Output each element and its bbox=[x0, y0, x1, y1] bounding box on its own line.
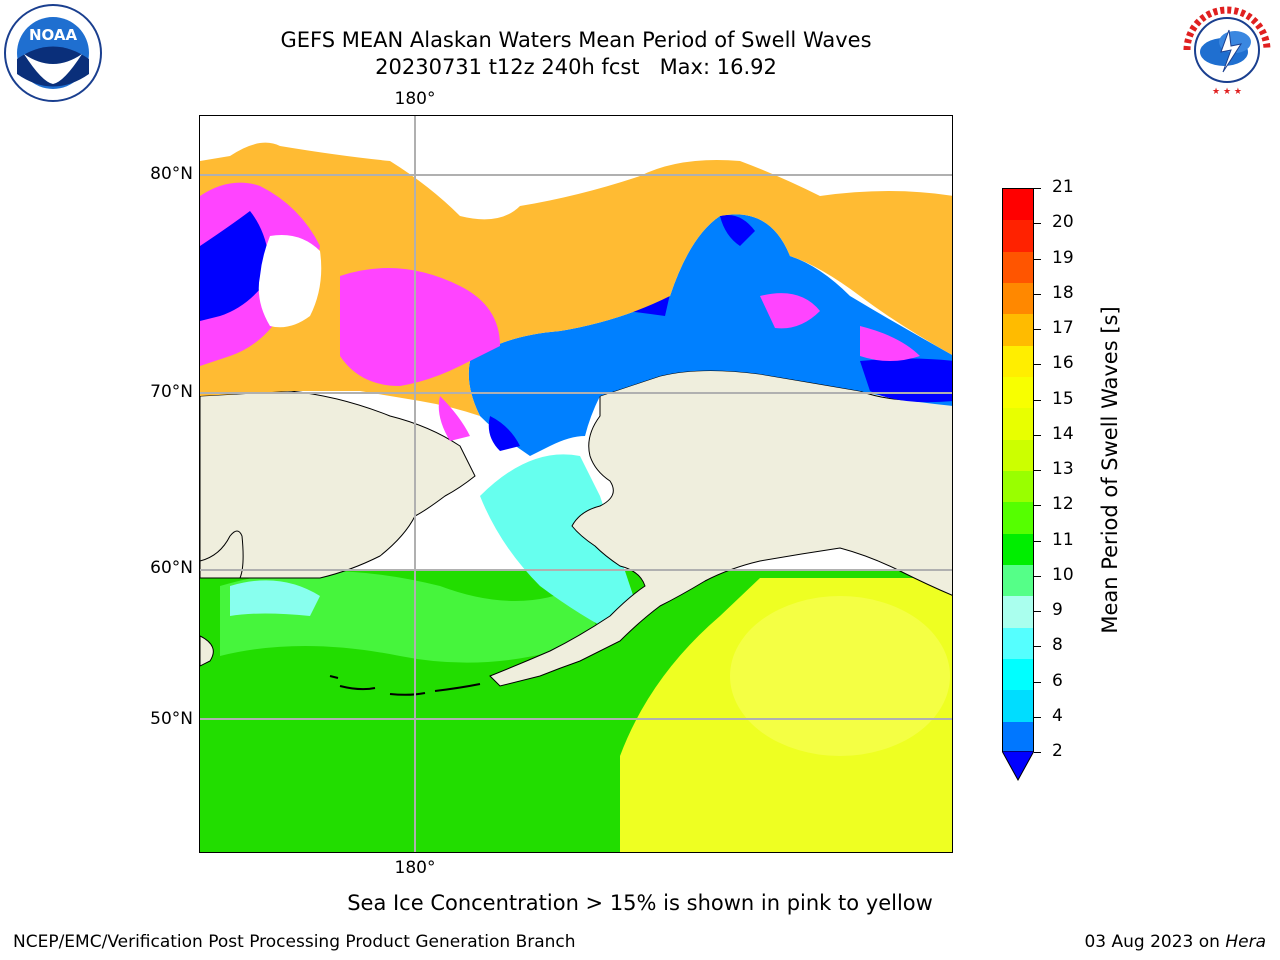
svg-text:★ ★ ★: ★ ★ ★ bbox=[1212, 87, 1242, 97]
colorbar-segment bbox=[1003, 251, 1033, 284]
colorbar-tick-label: 12 bbox=[1052, 494, 1074, 515]
bering-cyan-region bbox=[230, 580, 320, 616]
colorbar-segment bbox=[1003, 220, 1033, 253]
colorbar-tick bbox=[1034, 752, 1041, 753]
colorbar-tick-label: 21 bbox=[1052, 177, 1074, 197]
lat-label-50: 50°N bbox=[150, 709, 193, 729]
colorbar-segment bbox=[1003, 314, 1033, 347]
colorbar-tick bbox=[1034, 399, 1041, 401]
colorbar-tick-label: 13 bbox=[1052, 459, 1074, 479]
colorbar-segment bbox=[1003, 439, 1033, 472]
noaa-logo: NOAA bbox=[4, 4, 102, 102]
colorbar-tick bbox=[1034, 364, 1041, 366]
colorbar-segment bbox=[1003, 408, 1033, 441]
colorbar-tick bbox=[1034, 575, 1041, 577]
colorbar-tick bbox=[1034, 223, 1041, 225]
colorbar-extend-triangle bbox=[1001, 750, 1035, 782]
arctic-swell-blue bbox=[468, 214, 952, 456]
bering-cyan-region-2 bbox=[480, 454, 640, 636]
sea-ice-blue-under bbox=[200, 211, 270, 321]
swell-period-map bbox=[200, 116, 952, 852]
colorbar-segment bbox=[1003, 721, 1033, 751]
sea-ice-footnote: Sea Ice Concentration > 15% is shown in … bbox=[347, 891, 933, 915]
lon-label-top: 180° bbox=[394, 89, 436, 109]
colorbar-tick-label: 14 bbox=[1052, 423, 1074, 444]
colorbar-title: Mean Period of Swell Waves [s] bbox=[1098, 306, 1122, 634]
colorbar-segment bbox=[1003, 627, 1033, 660]
colorbar-segment bbox=[1003, 533, 1033, 566]
colorbar-tick bbox=[1034, 470, 1041, 471]
colorbar-tick-label: 2 bbox=[1052, 741, 1063, 761]
colorbar-segment bbox=[1003, 471, 1033, 503]
credit-left: NCEP/EMC/Verification Post Processing Pr… bbox=[13, 932, 576, 952]
lat-label-80: 80°N bbox=[150, 164, 193, 184]
colorbar-segment bbox=[1003, 565, 1033, 597]
map-panel bbox=[199, 115, 953, 853]
colorbar-tick-label: 16 bbox=[1052, 353, 1074, 374]
colorbar-tick bbox=[1034, 329, 1041, 330]
lat-label-60: 60°N bbox=[150, 558, 193, 578]
gulf-yellow-patch bbox=[730, 596, 950, 756]
colorbar-tick-label: 6 bbox=[1052, 670, 1063, 691]
colorbar-tick bbox=[1034, 646, 1041, 648]
colorbar-tick-label: 20 bbox=[1052, 212, 1074, 233]
sea-ice-pink bbox=[200, 182, 920, 441]
colorbar-segment bbox=[1003, 345, 1033, 378]
colorbar-tick-label: 9 bbox=[1052, 600, 1063, 620]
colorbar-tick-label: 19 bbox=[1052, 247, 1074, 268]
colorbar-tick-label: 4 bbox=[1052, 705, 1063, 726]
lat-label-70: 70°N bbox=[150, 382, 193, 402]
credit-right: 03 Aug 2023 on Hera bbox=[1084, 932, 1266, 952]
lon-label-bottom: 180° bbox=[394, 858, 436, 878]
colorbar-tick bbox=[1034, 611, 1041, 612]
noaa-logo-text: NOAA bbox=[29, 26, 78, 44]
credit-host: Hera bbox=[1225, 932, 1266, 952]
colorbar-tick bbox=[1034, 505, 1041, 507]
nws-logo: ★ ★ ★ bbox=[1177, 0, 1277, 100]
colorbar-tick-label: 11 bbox=[1052, 529, 1074, 550]
colorbar-tick bbox=[1034, 540, 1041, 542]
plot-title: GEFS MEAN Alaskan Waters Mean Period of … bbox=[280, 28, 872, 52]
colorbar-segment bbox=[1003, 596, 1033, 629]
colorbar-tick bbox=[1034, 716, 1041, 718]
colorbar-tick bbox=[1034, 681, 1041, 683]
colorbar-tick-label: 8 bbox=[1052, 635, 1063, 656]
colorbar-segment bbox=[1003, 283, 1033, 315]
plot-subtitle: 20230731 t12z 240h fcst Max: 16.92 bbox=[375, 55, 777, 79]
open-water-white bbox=[200, 116, 952, 328]
land-siberia bbox=[200, 390, 476, 579]
colorbar-tick bbox=[1034, 188, 1041, 189]
colorbar bbox=[1002, 188, 1034, 752]
credit-date: 03 Aug 2023 on bbox=[1084, 932, 1226, 952]
colorbar-tick-label: 15 bbox=[1052, 388, 1074, 409]
colorbar-tick-label: 10 bbox=[1052, 564, 1074, 585]
colorbar-segment bbox=[1003, 659, 1033, 691]
colorbar-tick-label: 18 bbox=[1052, 282, 1074, 303]
land-aleutians bbox=[329, 675, 481, 696]
colorbar-segment bbox=[1003, 377, 1033, 409]
colorbar-tick bbox=[1034, 434, 1041, 436]
colorbar-segment bbox=[1003, 690, 1033, 723]
colorbar-tick-label: 17 bbox=[1052, 318, 1074, 338]
colorbar-tick bbox=[1034, 258, 1041, 260]
land-kamchatka bbox=[200, 530, 244, 667]
colorbar-segment bbox=[1003, 189, 1033, 221]
colorbar-segment bbox=[1003, 502, 1033, 535]
colorbar-tick bbox=[1034, 293, 1041, 295]
